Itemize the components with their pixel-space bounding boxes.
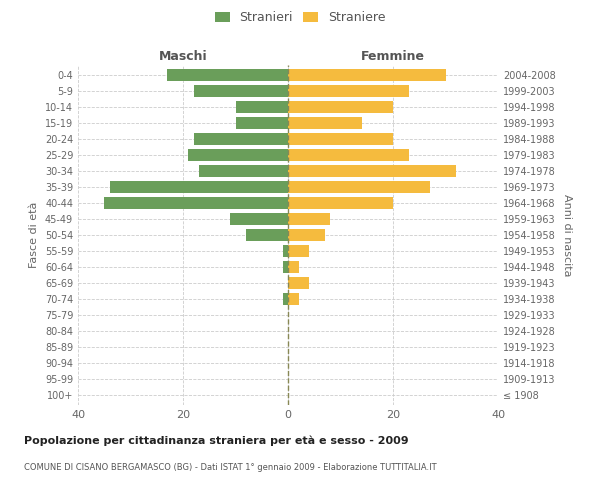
Y-axis label: Anni di nascita: Anni di nascita bbox=[562, 194, 572, 276]
Text: Maschi: Maschi bbox=[158, 50, 208, 64]
Text: Popolazione per cittadinanza straniera per età e sesso - 2009: Popolazione per cittadinanza straniera p… bbox=[24, 435, 409, 446]
Bar bbox=[288, 261, 299, 273]
Bar bbox=[288, 229, 325, 241]
Bar bbox=[109, 181, 288, 193]
Bar bbox=[288, 68, 445, 80]
Bar bbox=[288, 181, 430, 193]
Bar bbox=[288, 165, 456, 177]
Legend: Stranieri, Straniere: Stranieri, Straniere bbox=[215, 11, 386, 24]
Y-axis label: Fasce di età: Fasce di età bbox=[29, 202, 39, 268]
Bar bbox=[193, 84, 288, 96]
Bar bbox=[288, 213, 330, 225]
Bar bbox=[283, 293, 288, 305]
Bar bbox=[199, 165, 288, 177]
Bar bbox=[235, 116, 288, 128]
Bar bbox=[288, 116, 361, 128]
Bar bbox=[167, 68, 288, 80]
Bar bbox=[193, 133, 288, 145]
Bar bbox=[288, 245, 309, 257]
Bar bbox=[283, 245, 288, 257]
Text: Femmine: Femmine bbox=[361, 50, 425, 64]
Bar bbox=[288, 84, 409, 96]
Bar bbox=[288, 100, 393, 112]
Bar bbox=[288, 277, 309, 289]
Bar bbox=[235, 100, 288, 112]
Bar bbox=[288, 197, 393, 209]
Bar bbox=[288, 133, 393, 145]
Bar bbox=[230, 213, 288, 225]
Text: COMUNE DI CISANO BERGAMASCO (BG) - Dati ISTAT 1° gennaio 2009 - Elaborazione TUT: COMUNE DI CISANO BERGAMASCO (BG) - Dati … bbox=[24, 462, 437, 471]
Bar bbox=[288, 149, 409, 161]
Bar bbox=[104, 197, 288, 209]
Bar bbox=[246, 229, 288, 241]
Bar bbox=[288, 293, 299, 305]
Bar bbox=[188, 149, 288, 161]
Bar bbox=[283, 261, 288, 273]
